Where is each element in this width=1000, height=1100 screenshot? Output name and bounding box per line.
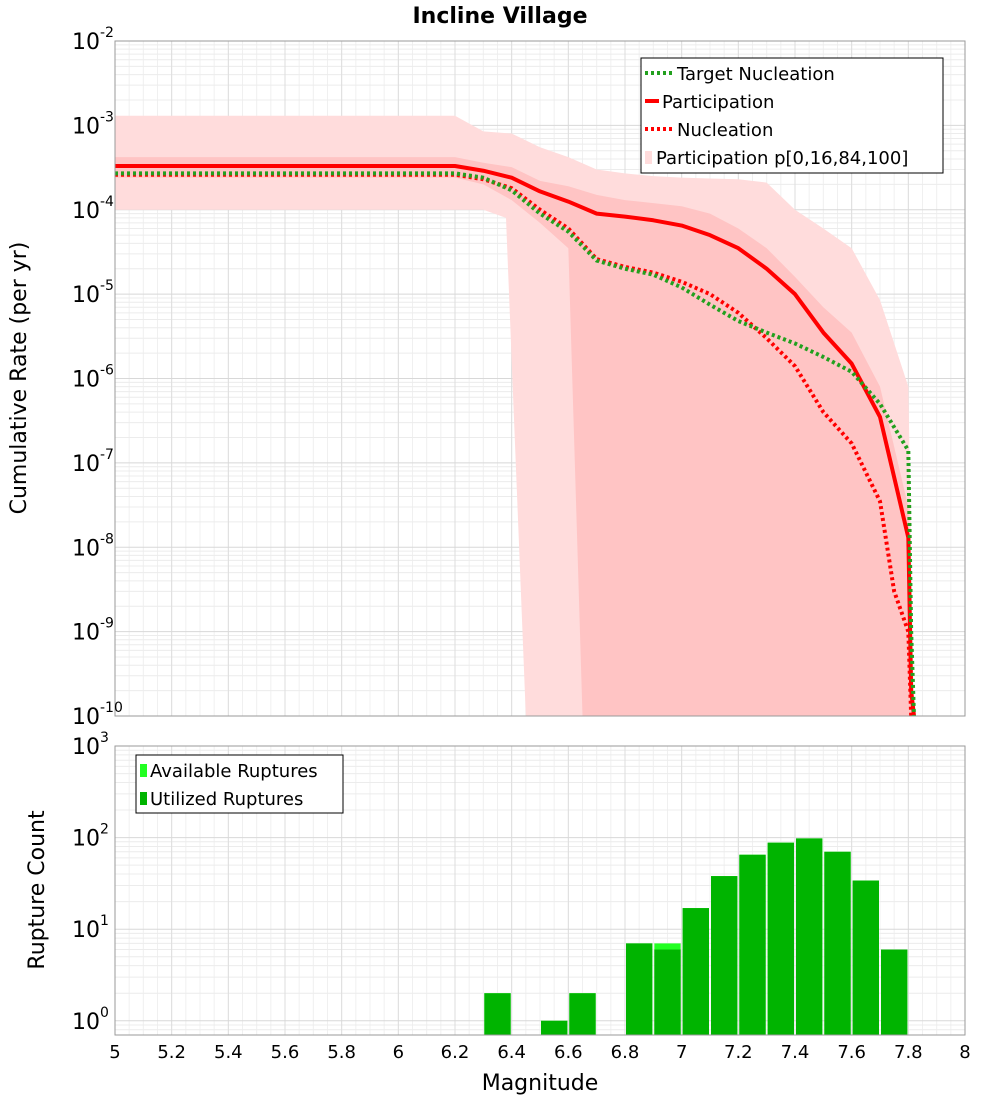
utilized-ruptures-bar bbox=[767, 842, 794, 1035]
utilized-ruptures-bar bbox=[852, 880, 879, 1035]
top-y-tick-label: 10-7 bbox=[72, 447, 114, 477]
x-tick-label: 6.8 bbox=[611, 1042, 640, 1063]
x-tick-label: 8 bbox=[959, 1042, 970, 1063]
top-y-tick-label: 10-3 bbox=[72, 109, 114, 139]
x-tick-label: 7.6 bbox=[837, 1042, 866, 1063]
top-y-tick-label: 10-9 bbox=[72, 616, 114, 646]
x-tick-label: 7.2 bbox=[724, 1042, 753, 1063]
bottom-plot: 103 102 101 100 5 5.2 5.4 5.6 5.8 6 6.2 6.4 6.6 6.8 7… bbox=[25, 730, 971, 1096]
utilized-ruptures-bar bbox=[881, 949, 908, 1035]
bottom-y-tick-label: 100 bbox=[72, 1005, 109, 1035]
x-tick-label: 5.4 bbox=[214, 1042, 243, 1063]
top-y-axis-label: Cumulative Rate (per yr) bbox=[7, 242, 32, 515]
utilized-ruptures-bar bbox=[541, 1020, 568, 1035]
utilized-ruptures-bar bbox=[484, 993, 511, 1035]
top-legend: Target Nucleation Participation Nucleati… bbox=[640, 57, 944, 174]
x-tick-label: 6 bbox=[393, 1042, 404, 1063]
x-tick-label: 7 bbox=[676, 1042, 687, 1063]
utilized-ruptures-bar bbox=[682, 908, 709, 1035]
utilized-ruptures-bar bbox=[654, 949, 681, 1035]
utilized-ruptures-bar bbox=[796, 838, 823, 1035]
x-tick-label: 6.4 bbox=[497, 1042, 526, 1063]
participation-line bbox=[115, 164, 916, 717]
bottom-legend: Available Ruptures Utilized Ruptures bbox=[135, 754, 344, 814]
top-y-tick-label: 10-2 bbox=[72, 25, 114, 55]
bottom-bars bbox=[484, 838, 908, 1035]
legend-label-participation-band: Participation p[0,16,84,100] bbox=[656, 148, 908, 169]
bottom-legend-box bbox=[135, 754, 344, 814]
top-legend-box bbox=[640, 57, 944, 174]
legend-label-target-nucleation: Target Nucleation bbox=[676, 64, 835, 85]
x-tick-label: 7.4 bbox=[781, 1042, 810, 1063]
utilized-ruptures-bar bbox=[626, 943, 653, 1035]
utilized-ruptures-bar bbox=[711, 876, 738, 1035]
chart-title: Incline Village bbox=[413, 4, 588, 29]
x-tick-label: 5.2 bbox=[157, 1042, 186, 1063]
top-y-tick-label: 10-5 bbox=[72, 278, 114, 308]
bottom-y-tick-label: 102 bbox=[72, 822, 109, 852]
participation-band-inner bbox=[115, 157, 914, 717]
x-ticks: 5 5.2 5.4 5.6 5.8 6 6.2 6.4 6.6 6.8 7 7.2 7.4 7.6 7.8 8 bbox=[109, 1042, 970, 1063]
bottom-y-tick-label: 101 bbox=[72, 913, 109, 943]
top-y-tick-label: 10-10 bbox=[72, 700, 123, 730]
bottom-y-axis-label: Rupture Count bbox=[25, 810, 50, 970]
top-y-ticks: 10-2 10-3 10-4 10-5 10-6 10-7 10-8 10-9 10-10 bbox=[72, 25, 123, 730]
top-y-tick-label: 10-8 bbox=[72, 531, 114, 561]
x-tick-label: 5 bbox=[109, 1042, 120, 1063]
utilized-ruptures-bar bbox=[824, 851, 851, 1035]
top-y-tick-label: 10-6 bbox=[72, 363, 114, 393]
top-lines bbox=[115, 164, 916, 717]
top-plot: 10-2 10-3 10-4 10-5 10-6 10-7 10-8 10-9 10-10 Cu… bbox=[7, 25, 966, 730]
x-tick-label: 5.8 bbox=[327, 1042, 356, 1063]
x-tick-label: 6.6 bbox=[554, 1042, 583, 1063]
top-bands bbox=[115, 115, 914, 717]
x-tick-label: 5.6 bbox=[271, 1042, 300, 1063]
legend-label-participation: Participation bbox=[662, 92, 774, 113]
utilized-ruptures-bar bbox=[569, 993, 596, 1035]
bottom-y-tick-label: 103 bbox=[72, 730, 109, 760]
utilized-ruptures-bar bbox=[739, 854, 766, 1035]
legend-label-available: Available Ruptures bbox=[150, 761, 318, 782]
legend-swatch-participation-band bbox=[645, 151, 652, 164]
bottom-plot-frame bbox=[114, 745, 966, 1036]
x-axis-label: Magnitude bbox=[482, 1071, 599, 1096]
legend-label-utilized: Utilized Ruptures bbox=[150, 789, 303, 810]
top-plot-frame bbox=[114, 40, 966, 717]
top-y-tick-label: 10-4 bbox=[72, 194, 114, 224]
legend-swatch-utilized bbox=[140, 792, 147, 805]
x-tick-label: 6.2 bbox=[441, 1042, 470, 1063]
x-tick-label: 7.8 bbox=[894, 1042, 923, 1063]
legend-label-nucleation: Nucleation bbox=[677, 120, 773, 141]
legend-swatch-available bbox=[140, 764, 147, 777]
bottom-y-ticks: 103 102 101 100 bbox=[72, 730, 109, 1035]
